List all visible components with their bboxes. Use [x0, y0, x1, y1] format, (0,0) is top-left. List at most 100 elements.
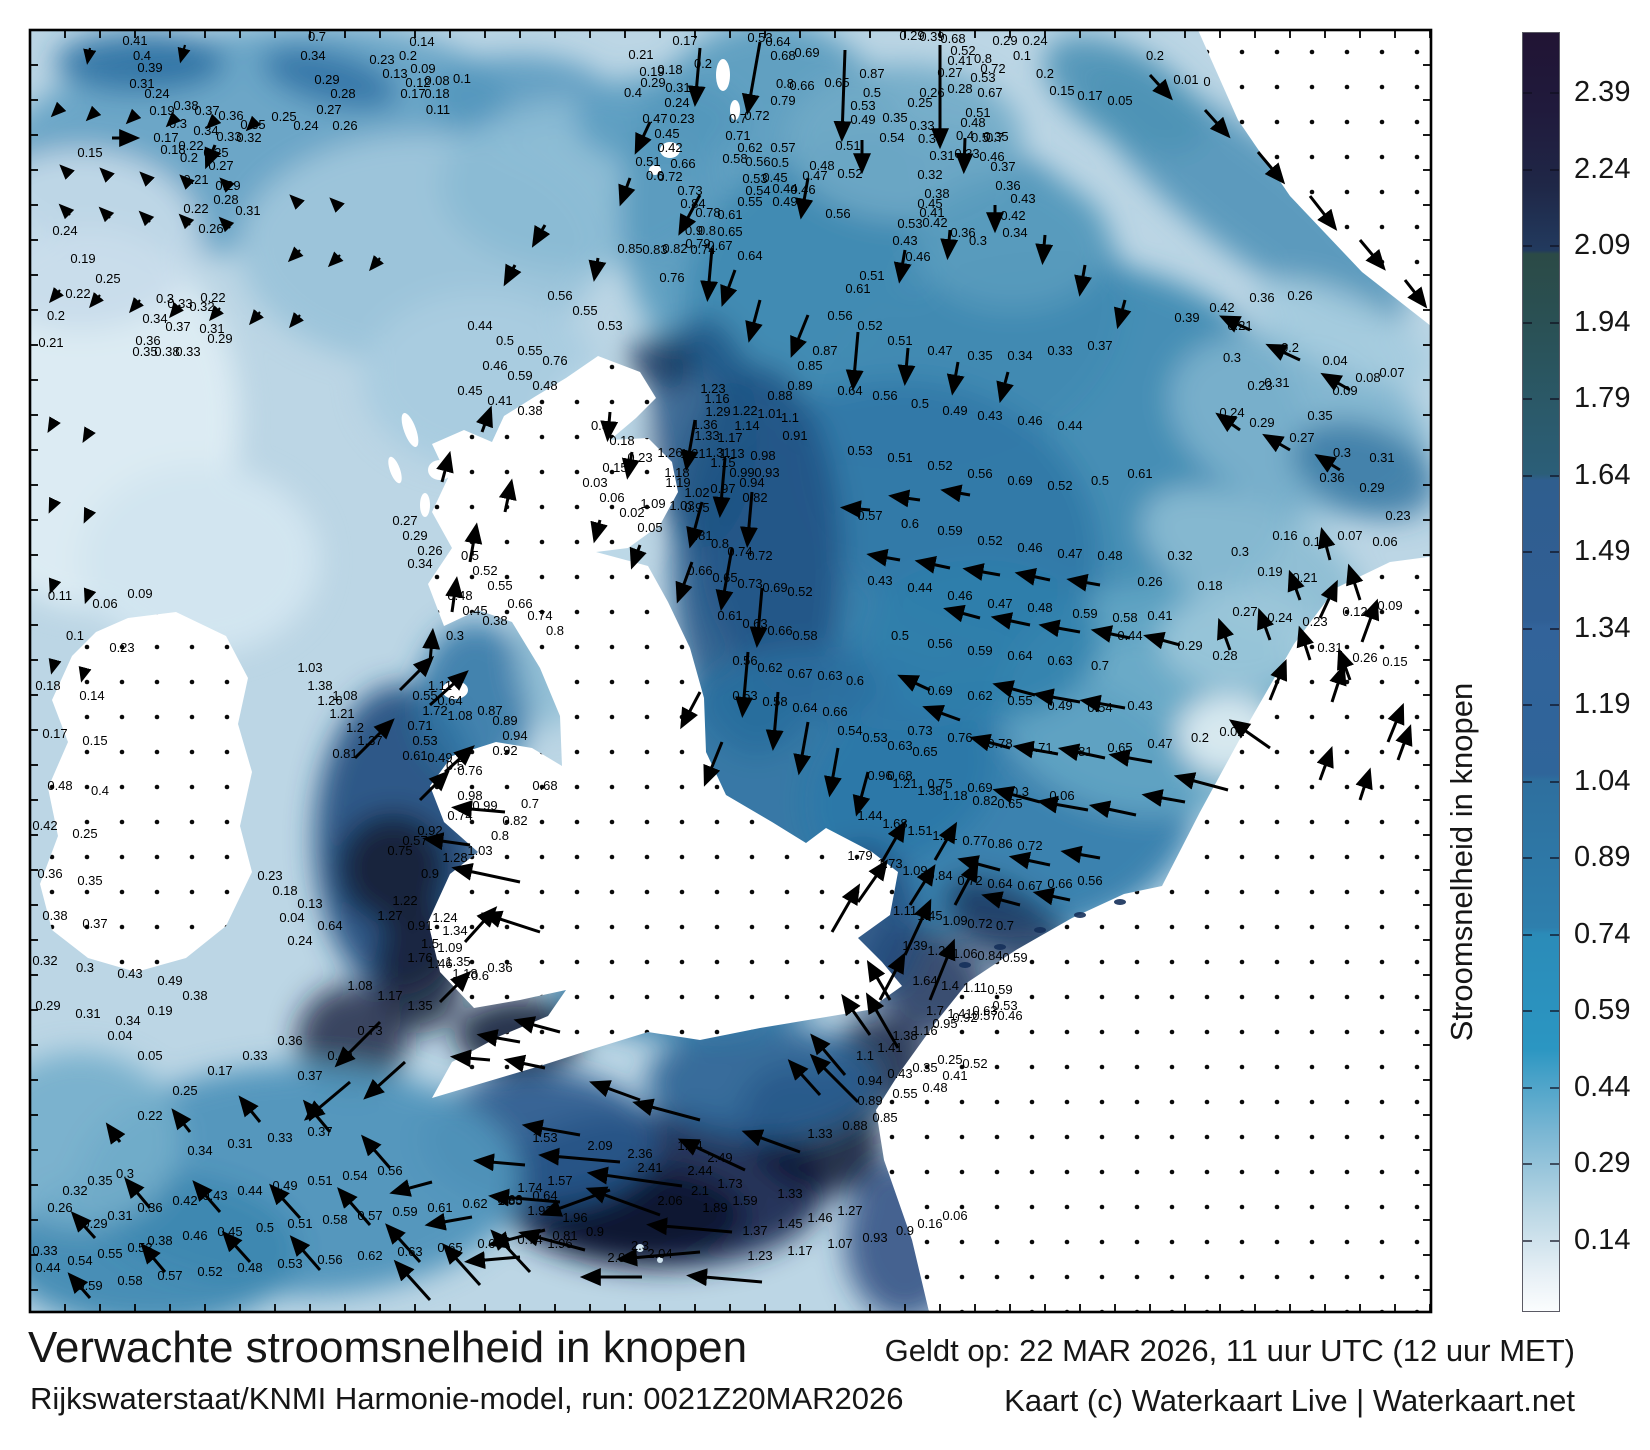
speed-value-label: 0.33 [954, 146, 979, 161]
speed-value-label: 2.44 [687, 1163, 712, 1178]
current-arrow [289, 194, 305, 210]
speed-value-label: 1.17 [787, 1243, 812, 1258]
current-arrow [337, 1187, 372, 1226]
speed-value-label: 0.54 [745, 183, 770, 198]
speed-value-label: 0.42 [32, 818, 57, 833]
speed-value-label: 0.31 [199, 321, 224, 336]
speed-value-label: 0.31 [75, 1006, 100, 1021]
colorbar-tick-mark [1550, 704, 1559, 706]
current-arrow [1173, 772, 1229, 792]
speed-value-label: 0.33 [32, 1243, 57, 1258]
speed-value-label: 0.8 [974, 51, 992, 66]
current-arrow [749, 587, 768, 648]
speed-value-label: 0.57 [402, 833, 427, 848]
speed-value-label: 0.33 [175, 344, 200, 359]
speed-value-label: 0.19 [70, 251, 95, 266]
colorbar-tick-label: 0.89 [1574, 840, 1631, 873]
speed-value-label: 0.9 [421, 866, 439, 881]
colorbar-tick-mark [1550, 1086, 1559, 1089]
speed-value-label: 0.19 [149, 103, 174, 118]
current-arrow [192, 1180, 222, 1213]
colorbar-tick-mark [1523, 1086, 1532, 1089]
speed-value-label: 0.56 [967, 466, 992, 481]
current-arrow [1074, 264, 1092, 297]
colorbar-axis-label: Stroomsnelheid in knopen [1444, 682, 1479, 1042]
speed-value-label: 0.51 [287, 1216, 312, 1231]
speed-value-label: 0.5 [496, 333, 514, 348]
current-arrow [1355, 767, 1373, 801]
speed-value-label: 0.67 [787, 666, 812, 681]
speed-value-label: 0.75 [387, 843, 412, 858]
speed-value-label: 0.38 [924, 186, 949, 201]
current-arrow [518, 1228, 586, 1252]
speed-value-label: 0.32 [1167, 548, 1192, 563]
speed-value-label: 0.91 [407, 918, 432, 933]
speed-value-label: 1.22 [392, 893, 417, 908]
speed-value-label: 0.04 [1322, 353, 1347, 368]
speed-value-label: 1.27 [377, 908, 402, 923]
speed-value-label: 0.53 [862, 730, 887, 745]
colorbar-tick-mark [1550, 551, 1559, 553]
speed-value-label: 1.35 [445, 954, 470, 969]
speed-value-label: 0.65 [712, 570, 737, 585]
current-arrow [715, 547, 734, 612]
current-arrow [865, 992, 900, 1049]
colorbar-tick-mark [1523, 168, 1532, 171]
speed-value-label: 1.74 [517, 1180, 542, 1195]
current-arrow [1268, 659, 1288, 701]
shetland-islands [716, 59, 730, 91]
speed-value-label: 0.48 [532, 378, 557, 393]
speed-value-label: 0.56 [745, 154, 770, 169]
speed-value-label: 1.76 [407, 950, 432, 965]
speed-value-label: 0.32 [62, 1183, 87, 1198]
speed-value-label: 0.31 [107, 1208, 132, 1223]
speed-value-label: 0.46 [1017, 413, 1042, 428]
speed-value-label: 1.79 [847, 848, 872, 863]
speed-value-label: 0.8 [776, 76, 794, 91]
current-arrow [745, 299, 763, 343]
current-arrow [125, 108, 142, 125]
speed-value-label: 0.26 [1287, 288, 1312, 303]
speed-value-label: 1.36 [692, 417, 717, 432]
speed-value-label: 0.05 [637, 520, 662, 535]
speed-value-label: 1.15 [710, 455, 735, 470]
speed-value-label: 0.45 [762, 170, 787, 185]
speed-value-label: 0.36 [137, 1200, 162, 1215]
speed-value-label: 0.52 [787, 584, 812, 599]
current-arrow [49, 287, 64, 304]
speed-value-label: 1.03 [467, 843, 492, 858]
current-arrow [839, 500, 871, 519]
current-arrow [1265, 343, 1301, 362]
speed-value-label: 0.21 [38, 335, 63, 350]
speed-value-label: 0.5 [971, 130, 989, 145]
current-arrow [289, 312, 304, 329]
speed-value-label: 1.21 [329, 706, 354, 721]
speed-value-label: 0.98 [750, 448, 775, 463]
current-arrow [451, 862, 521, 884]
figure-title: Verwachte stroomsnelheid in knopen [28, 1323, 748, 1372]
speed-value-label: 0.4 [624, 85, 642, 100]
speed-value-label: 0.57 [770, 140, 795, 155]
hebrides-islands [420, 493, 430, 517]
speed-value-label: 0.77 [962, 833, 987, 848]
speed-value-label: 0.59 [1072, 606, 1097, 621]
current-arrow [809, 1053, 860, 1104]
speed-value-label: 0.63 [817, 668, 842, 683]
colorbar-tick-mark [1523, 1010, 1532, 1012]
speed-value-label: 0.69 [967, 780, 992, 795]
speed-value-label: 0.38 [42, 908, 67, 923]
speed-value-label: 0.36 [995, 178, 1020, 193]
current-arrow [178, 213, 195, 230]
speed-value-label: 0.18 [160, 142, 185, 157]
speed-value-label: 1.92 [527, 1203, 552, 1218]
current-arrow [58, 203, 75, 220]
colorbar-tick-mark [1523, 92, 1532, 94]
speed-value-label: 0.43 [1127, 698, 1152, 713]
current-arrow [490, 1229, 532, 1274]
speed-value-label: 1.09 [942, 913, 967, 928]
speed-value-label: 0.11 [1303, 534, 1327, 549]
speed-value-label: 0.29 [215, 178, 240, 193]
speed-value-label: 0.08 [1355, 370, 1380, 385]
current-arrow [498, 478, 517, 513]
current-arrow [1217, 617, 1234, 651]
